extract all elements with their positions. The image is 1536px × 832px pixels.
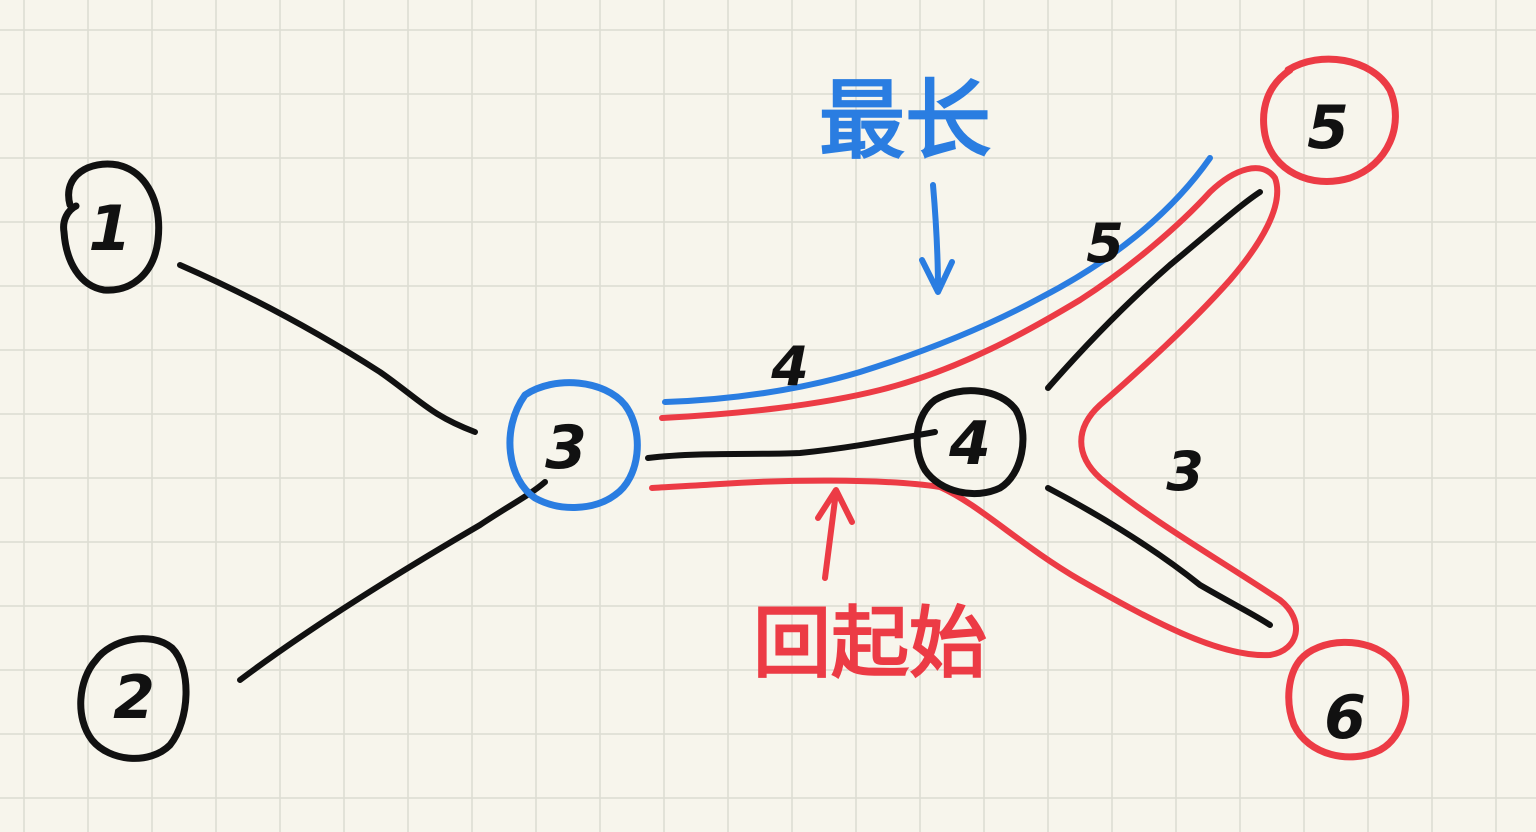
return-path-loop [649, 165, 1299, 659]
edge-4-5-weight: 5 [1086, 212, 1124, 275]
tree-edges [177, 189, 1273, 683]
node-5-label: 5 [1307, 93, 1349, 163]
longest-path [662, 155, 1213, 405]
node-5: 5 [1260, 55, 1399, 185]
edge-4-6-weight: 3 [1166, 440, 1204, 503]
back-to-start-label: 回起始 [753, 599, 987, 689]
longest-path-line [662, 155, 1213, 405]
node-1-label: 1 [88, 192, 131, 265]
node-4-ring [913, 387, 1027, 498]
node-1-ring [60, 160, 163, 294]
edge-4-6 [1045, 485, 1273, 628]
node-6: 6 [1285, 638, 1410, 761]
node-2-label: 2 [113, 663, 155, 733]
up-arrow [815, 487, 855, 581]
edge-3-4-weight: 4 [770, 335, 809, 398]
edge-3-4 [645, 429, 938, 461]
node-6-ring [1285, 638, 1410, 761]
node-4-label: 4 [948, 409, 991, 479]
node-6-label: 6 [1324, 683, 1366, 753]
node-2: 2 [77, 635, 190, 762]
down-arrow [919, 182, 955, 295]
node-1: 1 [60, 160, 163, 294]
node-3-label: 3 [545, 413, 587, 483]
node-2-ring [77, 635, 190, 762]
node-5-ring [1260, 55, 1399, 185]
node-4: 4 [913, 387, 1027, 498]
edge-2-3 [237, 479, 548, 683]
return-path [649, 165, 1299, 659]
node-3: 3 [506, 379, 641, 511]
edge-1-3 [177, 262, 478, 435]
edge-4-5 [1045, 189, 1263, 391]
longest-label: 最长 [819, 71, 991, 171]
node-3-ring [506, 379, 641, 511]
